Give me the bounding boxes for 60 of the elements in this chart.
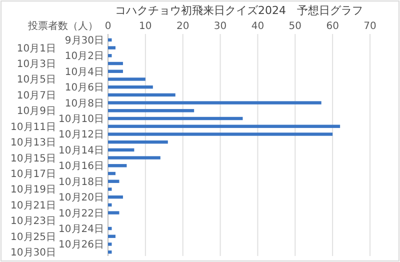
y-tick-label: 9月30日: [64, 35, 104, 46]
bar: [108, 85, 153, 89]
y-tick-label: 10月19日: [10, 184, 56, 196]
x-tick-label: 10: [139, 21, 152, 32]
y-tick-label: 10月23日: [10, 216, 56, 228]
bar: [108, 93, 176, 97]
y-tick-label: 10月24日: [58, 224, 104, 235]
bar: [108, 195, 123, 199]
bar: [108, 211, 120, 214]
bar: [108, 109, 194, 112]
bar: [108, 78, 146, 81]
y-tick-label: 10月30日: [10, 248, 56, 259]
y-tick-label: 10月8日: [64, 98, 104, 110]
y-tick-label: 10月17日: [10, 169, 56, 180]
bar: [108, 140, 168, 144]
x-axis-title: 投票者数（人）: [27, 20, 98, 32]
y-tick-label: 10月15日: [10, 153, 56, 164]
bar: [108, 124, 340, 128]
x-tick-label: 20: [176, 21, 190, 32]
bar: [108, 234, 116, 238]
y-tick-label: 10月3日: [16, 59, 56, 70]
y-tick-label: 10月22日: [58, 208, 104, 220]
y-tick-label: 10月6日: [64, 82, 104, 94]
bar: [108, 46, 116, 50]
y-tick-label: 10月12日: [58, 130, 104, 141]
bar: [108, 180, 120, 183]
bar: [108, 188, 112, 191]
y-tick-label: 10月4日: [64, 66, 104, 78]
bar: [108, 101, 322, 104]
x-tick-label: 0: [104, 21, 112, 32]
y-tick-label: 10月20日: [58, 192, 104, 204]
x-tick-label: 70: [364, 21, 376, 32]
y-tick-label: 10月26日: [58, 240, 104, 251]
y-tick-label: 10月2日: [64, 51, 104, 62]
y-tick-label: 10月7日: [16, 90, 56, 102]
y-tick-label: 10月21日: [10, 200, 56, 212]
x-tick-label: 40: [251, 21, 264, 32]
y-tick-label: 10月9日: [16, 106, 56, 118]
bar: [108, 172, 116, 176]
bar: [108, 132, 333, 136]
x-tick-label: 50: [288, 21, 302, 32]
y-tick-label: 10月18日: [58, 176, 104, 188]
bar: [108, 62, 123, 66]
y-tick-label: 10月25日: [10, 232, 56, 243]
x-tick-label: 60: [326, 21, 339, 32]
y-tick-label: 10月1日: [16, 43, 56, 54]
bar: [108, 164, 127, 168]
y-tick-label: 10月16日: [58, 161, 104, 172]
y-tick-label: 10月11日: [10, 122, 56, 133]
y-tick-label: 10月13日: [10, 138, 56, 149]
bar: [108, 116, 243, 120]
y-tick-label: 10月5日: [16, 74, 56, 86]
bar: [108, 156, 160, 160]
chart-title: コハクチョウ初飛来日クイズ2024 予想日グラフ: [115, 4, 363, 17]
y-tick-label: 10月10日: [58, 114, 104, 125]
x-tick-label: 30: [214, 21, 227, 32]
y-tick-label: 10月14日: [58, 145, 104, 156]
bar: [108, 148, 134, 152]
bar: [108, 70, 123, 73]
bar: [108, 242, 112, 246]
